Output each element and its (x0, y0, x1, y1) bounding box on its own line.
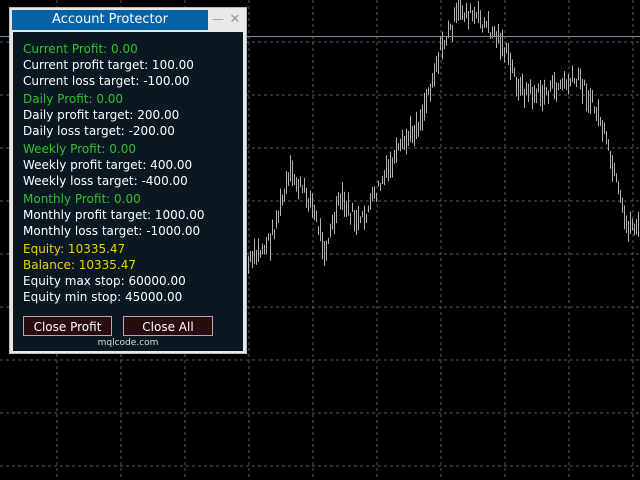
panel-title[interactable]: Account Protector (12, 10, 208, 30)
monthly-profit: Monthly Profit: 0.00 (23, 192, 141, 206)
current-loss-target: Current loss target: -100.00 (23, 74, 190, 88)
footer-link[interactable]: mqlcode.com (97, 338, 159, 348)
monthly-loss-target: Monthly loss target: -1000.00 (23, 224, 201, 238)
current-profit-target: Current profit target: 100.00 (23, 58, 194, 72)
current-profit: Current Profit: 0.00 (23, 42, 138, 56)
minimize-icon[interactable]: — (212, 12, 224, 26)
daily-loss-target: Daily loss target: -200.00 (23, 124, 175, 138)
monthly-profit-target: Monthly profit target: 1000.00 (23, 208, 205, 222)
panel-body: Current Profit: 0.00 Current profit targ… (13, 32, 243, 351)
balance: Balance: 10335.47 (23, 258, 136, 272)
daily-profit-target: Daily profit target: 200.00 (23, 108, 180, 122)
close-all-button[interactable]: Close All (123, 316, 213, 336)
weekly-profit-target: Weekly profit target: 400.00 (23, 158, 193, 172)
equity-min-stop: Equity min stop: 45000.00 (23, 290, 183, 304)
weekly-profit: Weekly Profit: 0.00 (23, 142, 137, 156)
close-profit-button[interactable]: Close Profit (23, 316, 112, 336)
daily-profit: Daily Profit: 0.00 (23, 92, 124, 106)
equity: Equity: 10335.47 (23, 242, 126, 256)
weekly-loss-target: Weekly loss target: -400.00 (23, 174, 188, 188)
close-icon[interactable]: ✕ (229, 12, 241, 27)
equity-max-stop: Equity max stop: 60000.00 (23, 274, 186, 288)
account-protector-panel: Account Protector — ✕ Current Profit: 0.… (9, 7, 247, 354)
